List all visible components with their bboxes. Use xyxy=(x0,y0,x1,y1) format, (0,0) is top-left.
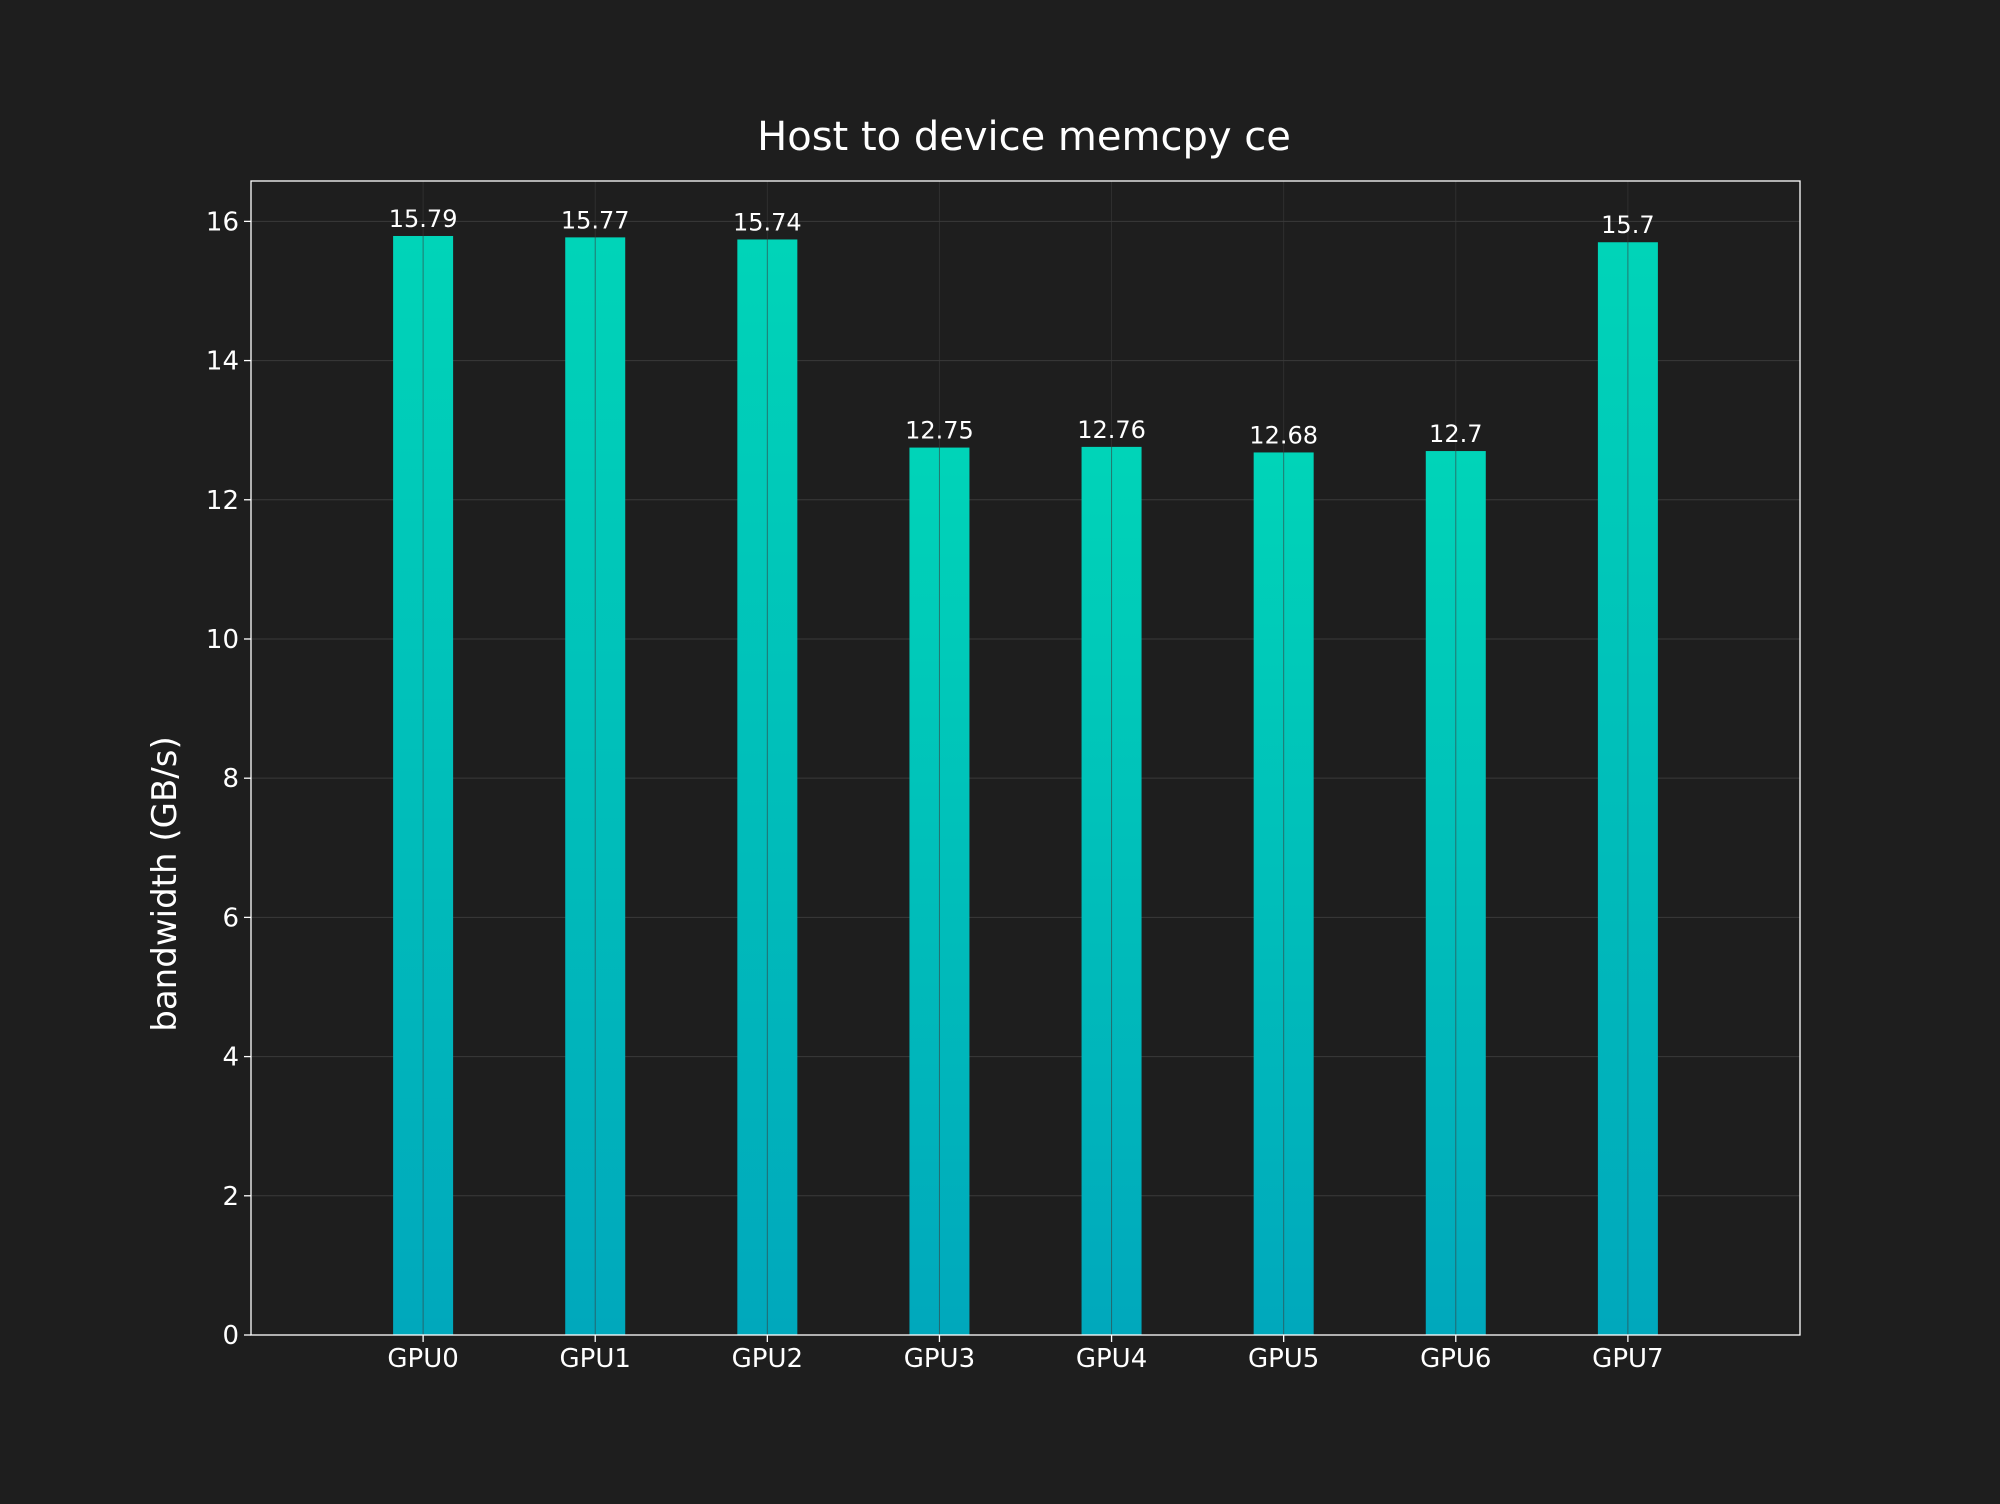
y-tick-label: 10 xyxy=(206,625,239,655)
vertical-gridlines xyxy=(422,181,1629,1335)
value-label-gpu5: 12.68 xyxy=(1249,421,1318,449)
chart-title: Host to device memcpy ce xyxy=(757,114,1291,160)
x-tick-label-gpu4: GPU4 xyxy=(1076,1344,1147,1374)
x-tick-label-gpu6: GPU6 xyxy=(1420,1344,1491,1374)
y-tick-label: 0 xyxy=(222,1321,239,1351)
plot-frame xyxy=(250,180,1801,1336)
y-tick-label: 12 xyxy=(206,486,239,516)
y-tick-label: 8 xyxy=(222,764,239,794)
x-tick-label-gpu1: GPU1 xyxy=(560,1344,631,1374)
y-tick-label: 14 xyxy=(206,347,239,377)
value-label-gpu1: 15.77 xyxy=(561,206,630,234)
value-label-gpu2: 15.74 xyxy=(733,208,802,236)
value-label-gpu0: 15.79 xyxy=(389,205,458,233)
y-tick-label: 6 xyxy=(222,903,239,933)
x-tick-label-gpu7: GPU7 xyxy=(1592,1344,1663,1374)
value-label-gpu6: 12.7 xyxy=(1429,420,1482,448)
value-label-gpu4: 12.76 xyxy=(1077,416,1146,444)
y-tick-label: 4 xyxy=(222,1043,239,1073)
value-label-gpu7: 15.7 xyxy=(1601,211,1654,239)
x-tick-label-gpu2: GPU2 xyxy=(732,1344,803,1374)
value-labels: 15.79 15.77 15.74 12.75 12.76 12.68 12.7 15.7 xyxy=(389,205,1655,449)
x-tick-label-gpu0: GPU0 xyxy=(387,1344,458,1374)
y-tick-label: 16 xyxy=(206,207,239,237)
gridlines xyxy=(251,220,1800,1336)
x-tick-label-gpu5: GPU5 xyxy=(1248,1344,1319,1374)
value-label-gpu3: 12.75 xyxy=(905,417,974,445)
y-axis-ticks: 0 2 4 6 8 10 12 14 16 xyxy=(206,207,251,1351)
x-axis-ticks: GPU0 GPU1 GPU2 GPU3 GPU4 GPU5 GPU6 GPU7 xyxy=(387,1335,1664,1374)
x-tick-label-gpu3: GPU3 xyxy=(904,1344,975,1374)
y-tick-label: 2 xyxy=(222,1182,239,1212)
y-axis-label: bandwidth (GB/s) xyxy=(145,736,185,1031)
